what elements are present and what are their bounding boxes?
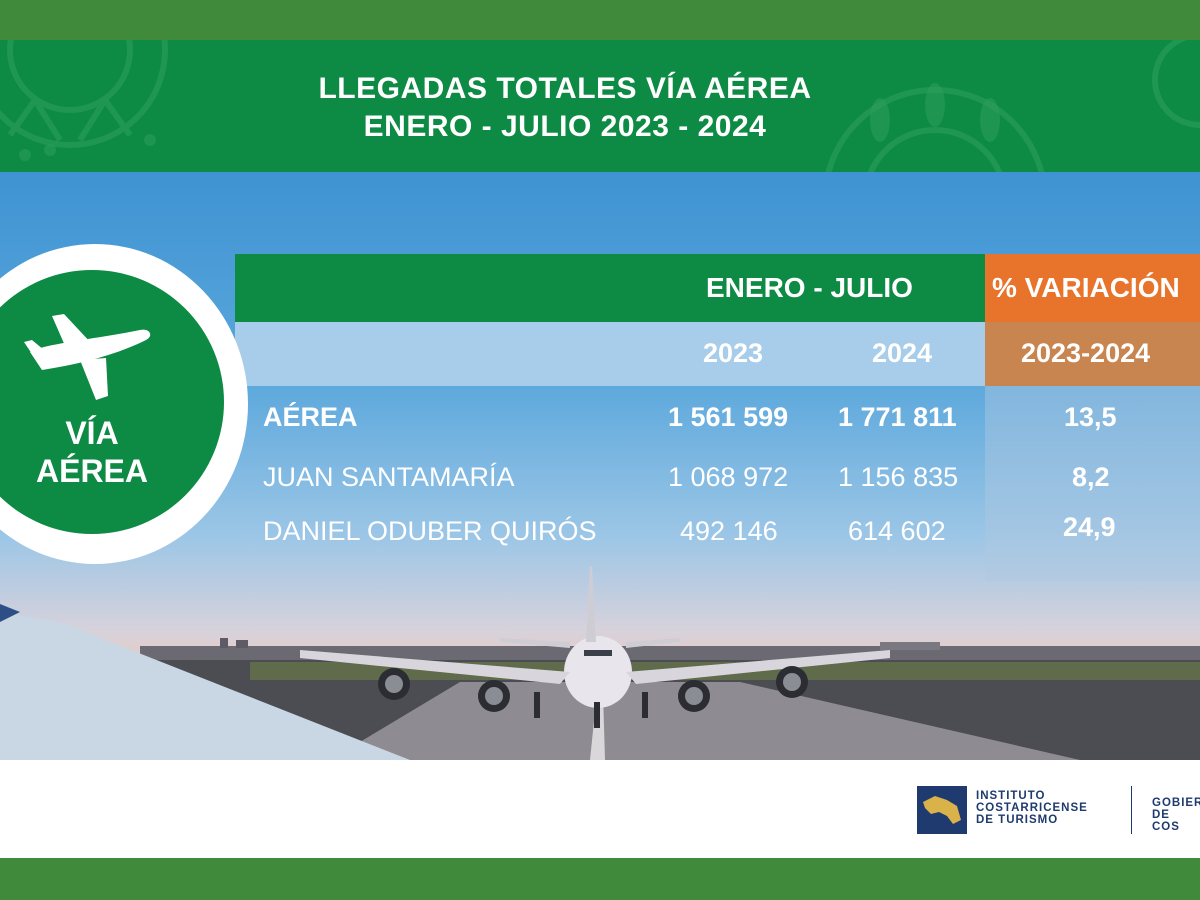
ict-logo-line3: DE TURISMO (976, 814, 1059, 826)
variation-header-bar (985, 254, 1200, 322)
runway-airplane-image (0, 566, 1200, 760)
year-2024-header: 2024 (872, 338, 933, 368)
title-line-1: LLEGADAS TOTALES VÍA AÉREA (318, 72, 812, 105)
airplane-icon (24, 314, 151, 400)
row-variation-value: 13,5 (1064, 402, 1117, 432)
row-label: JUAN SANTAMARÍA (263, 462, 515, 492)
ict-logo-line1: INSTITUTO (976, 790, 1046, 802)
years-header-bar (235, 322, 985, 386)
header-banner: LLEGADAS TOTALES VÍA AÉREA ENERO - JULIO… (0, 40, 1200, 172)
top-frame-bar (0, 0, 1200, 40)
ict-logo-line2: COSTARRICENSE (976, 802, 1088, 814)
title-line-2: ENERO - JULIO 2023 - 2024 (363, 110, 767, 143)
gov-logo-line1: GOBIER (1152, 797, 1200, 809)
variation-header: % VARIACIÓN (992, 272, 1180, 303)
row-2023-value: 492 146 (680, 516, 778, 546)
period-header: ENERO - JULIO (706, 272, 913, 303)
variation-years-bar (985, 322, 1200, 386)
row-2024-value: 1 156 835 (838, 462, 959, 492)
row-2024-value: 1 771 811 (838, 402, 957, 432)
row-2024-value: 614 602 (848, 516, 946, 546)
badge-text-line1: VÍA (65, 415, 119, 451)
bottom-frame-bar (0, 858, 1200, 900)
variation-years-header: 2023-2024 (1021, 338, 1151, 368)
gov-logo-line2: DE COS (1152, 809, 1180, 833)
badge-circle: VÍA AÉREA (0, 270, 224, 534)
row-label: DANIEL ODUBER QUIRÓS (263, 516, 597, 546)
costa-rica-map-icon (923, 796, 961, 824)
year-2023-header: 2023 (703, 338, 764, 368)
row-2023-value: 1 561 599 (668, 402, 789, 432)
badge-text-line2: AÉREA (35, 453, 148, 489)
row-variation-value: 8,2 (1072, 462, 1110, 492)
logo-divider (1131, 786, 1132, 834)
row-2023-value: 1 068 972 (668, 462, 789, 492)
ict-logo-icon (917, 786, 967, 834)
decorative-pattern (0, 40, 1200, 172)
variation-column-bg (985, 386, 1200, 581)
period-header-bar (235, 254, 985, 322)
row-label: AÉREA (263, 402, 358, 432)
row-variation-value: 24,9 (1063, 512, 1116, 542)
